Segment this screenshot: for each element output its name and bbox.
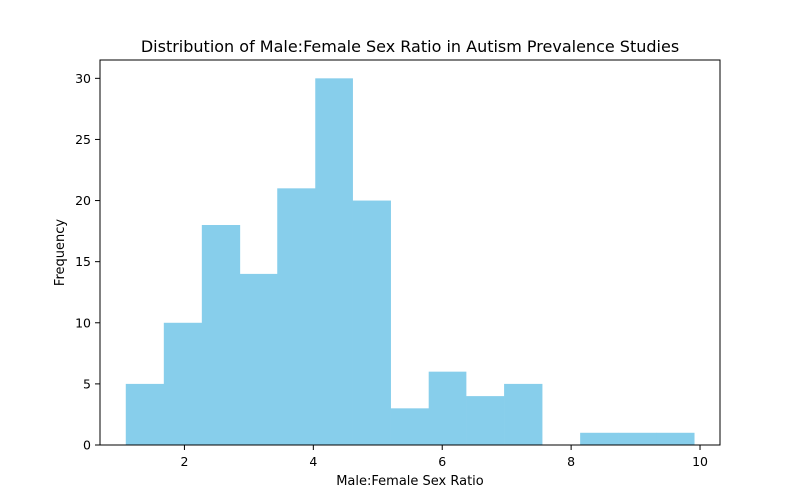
x-tick-label: 2 (180, 454, 188, 469)
histogram-bar-0 (125, 383, 165, 445)
y-axis-label: Frequency (53, 219, 68, 286)
x-tick-label: 8 (567, 454, 575, 469)
y-tick-label: 30 (75, 71, 91, 86)
histogram-bar-12 (580, 432, 619, 445)
x-tick-label: 6 (438, 454, 446, 469)
y-axis-ticks: 0 5 10 15 20 25 30 (75, 71, 100, 453)
histogram-bar-3 (239, 273, 278, 445)
y-tick-label: 15 (75, 254, 91, 269)
plot-frame (99, 59, 721, 446)
histogram-bar-6 (352, 200, 391, 445)
x-axis-ticks: 2 4 6 8 10 (180, 445, 708, 469)
y-tick-label: 25 (75, 132, 91, 147)
histogram-bar-13 (618, 432, 657, 445)
histogram-bar-14 (656, 432, 695, 445)
histogram-bar-7 (390, 408, 429, 445)
bars-group (125, 78, 695, 446)
x-tick-label: 10 (692, 454, 708, 469)
y-tick-label: 0 (83, 438, 91, 453)
histogram-bar-10 (504, 383, 543, 445)
y-tick-label: 10 (75, 315, 91, 330)
x-axis-label: Male:Female Sex Ratio (336, 474, 484, 489)
histogram-bar-5 (315, 78, 353, 445)
histogram-bar-1 (163, 322, 203, 445)
chart-title: Distribution of Male:Female Sex Ratio in… (141, 37, 679, 56)
histogram-bar-9 (466, 396, 505, 445)
histogram-bar-2 (201, 225, 241, 445)
histogram-bar-8 (428, 371, 467, 445)
x-tick-label: 4 (309, 454, 317, 469)
histogram-bar-4 (277, 188, 316, 446)
y-tick-label: 20 (75, 193, 91, 208)
y-tick-label: 5 (83, 376, 91, 391)
